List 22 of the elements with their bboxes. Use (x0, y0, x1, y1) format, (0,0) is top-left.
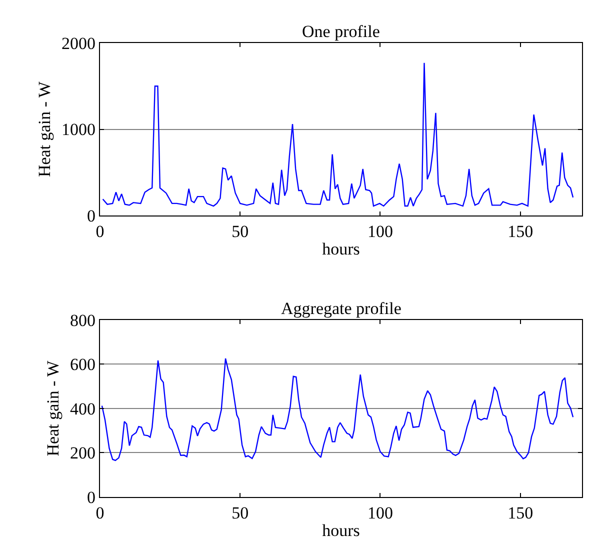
x-tick-label: 50 (232, 504, 249, 522)
line-series (102, 62, 574, 207)
y-tick-label: 600 (70, 355, 96, 374)
chart-title: One profile (302, 22, 380, 41)
chart-title: Aggregate profile (281, 299, 402, 318)
x-tick-label: 100 (367, 222, 393, 242)
x-axis-title: hours (322, 239, 360, 258)
y-axis-title: Heat gain - W (44, 360, 63, 456)
y-tick-label: 1000 (62, 120, 96, 140)
x-tick-label: 100 (367, 504, 393, 522)
y-tick-label: 800 (70, 310, 96, 330)
line-series (101, 358, 574, 462)
x-axis-title: hours (322, 520, 360, 540)
y-axis-title: Heat gain - W (35, 80, 54, 178)
y-tick-label: 200 (70, 444, 96, 463)
y-tick-label: 2000 (62, 34, 96, 53)
x-tick-label: 150 (508, 504, 534, 522)
x-tick-label: 150 (508, 222, 534, 242)
y-tick-label: 0 (87, 488, 96, 507)
y-tick-label: 0 (87, 206, 96, 226)
x-tick-label: 50 (232, 222, 249, 242)
y-tick-label: 400 (70, 399, 96, 418)
